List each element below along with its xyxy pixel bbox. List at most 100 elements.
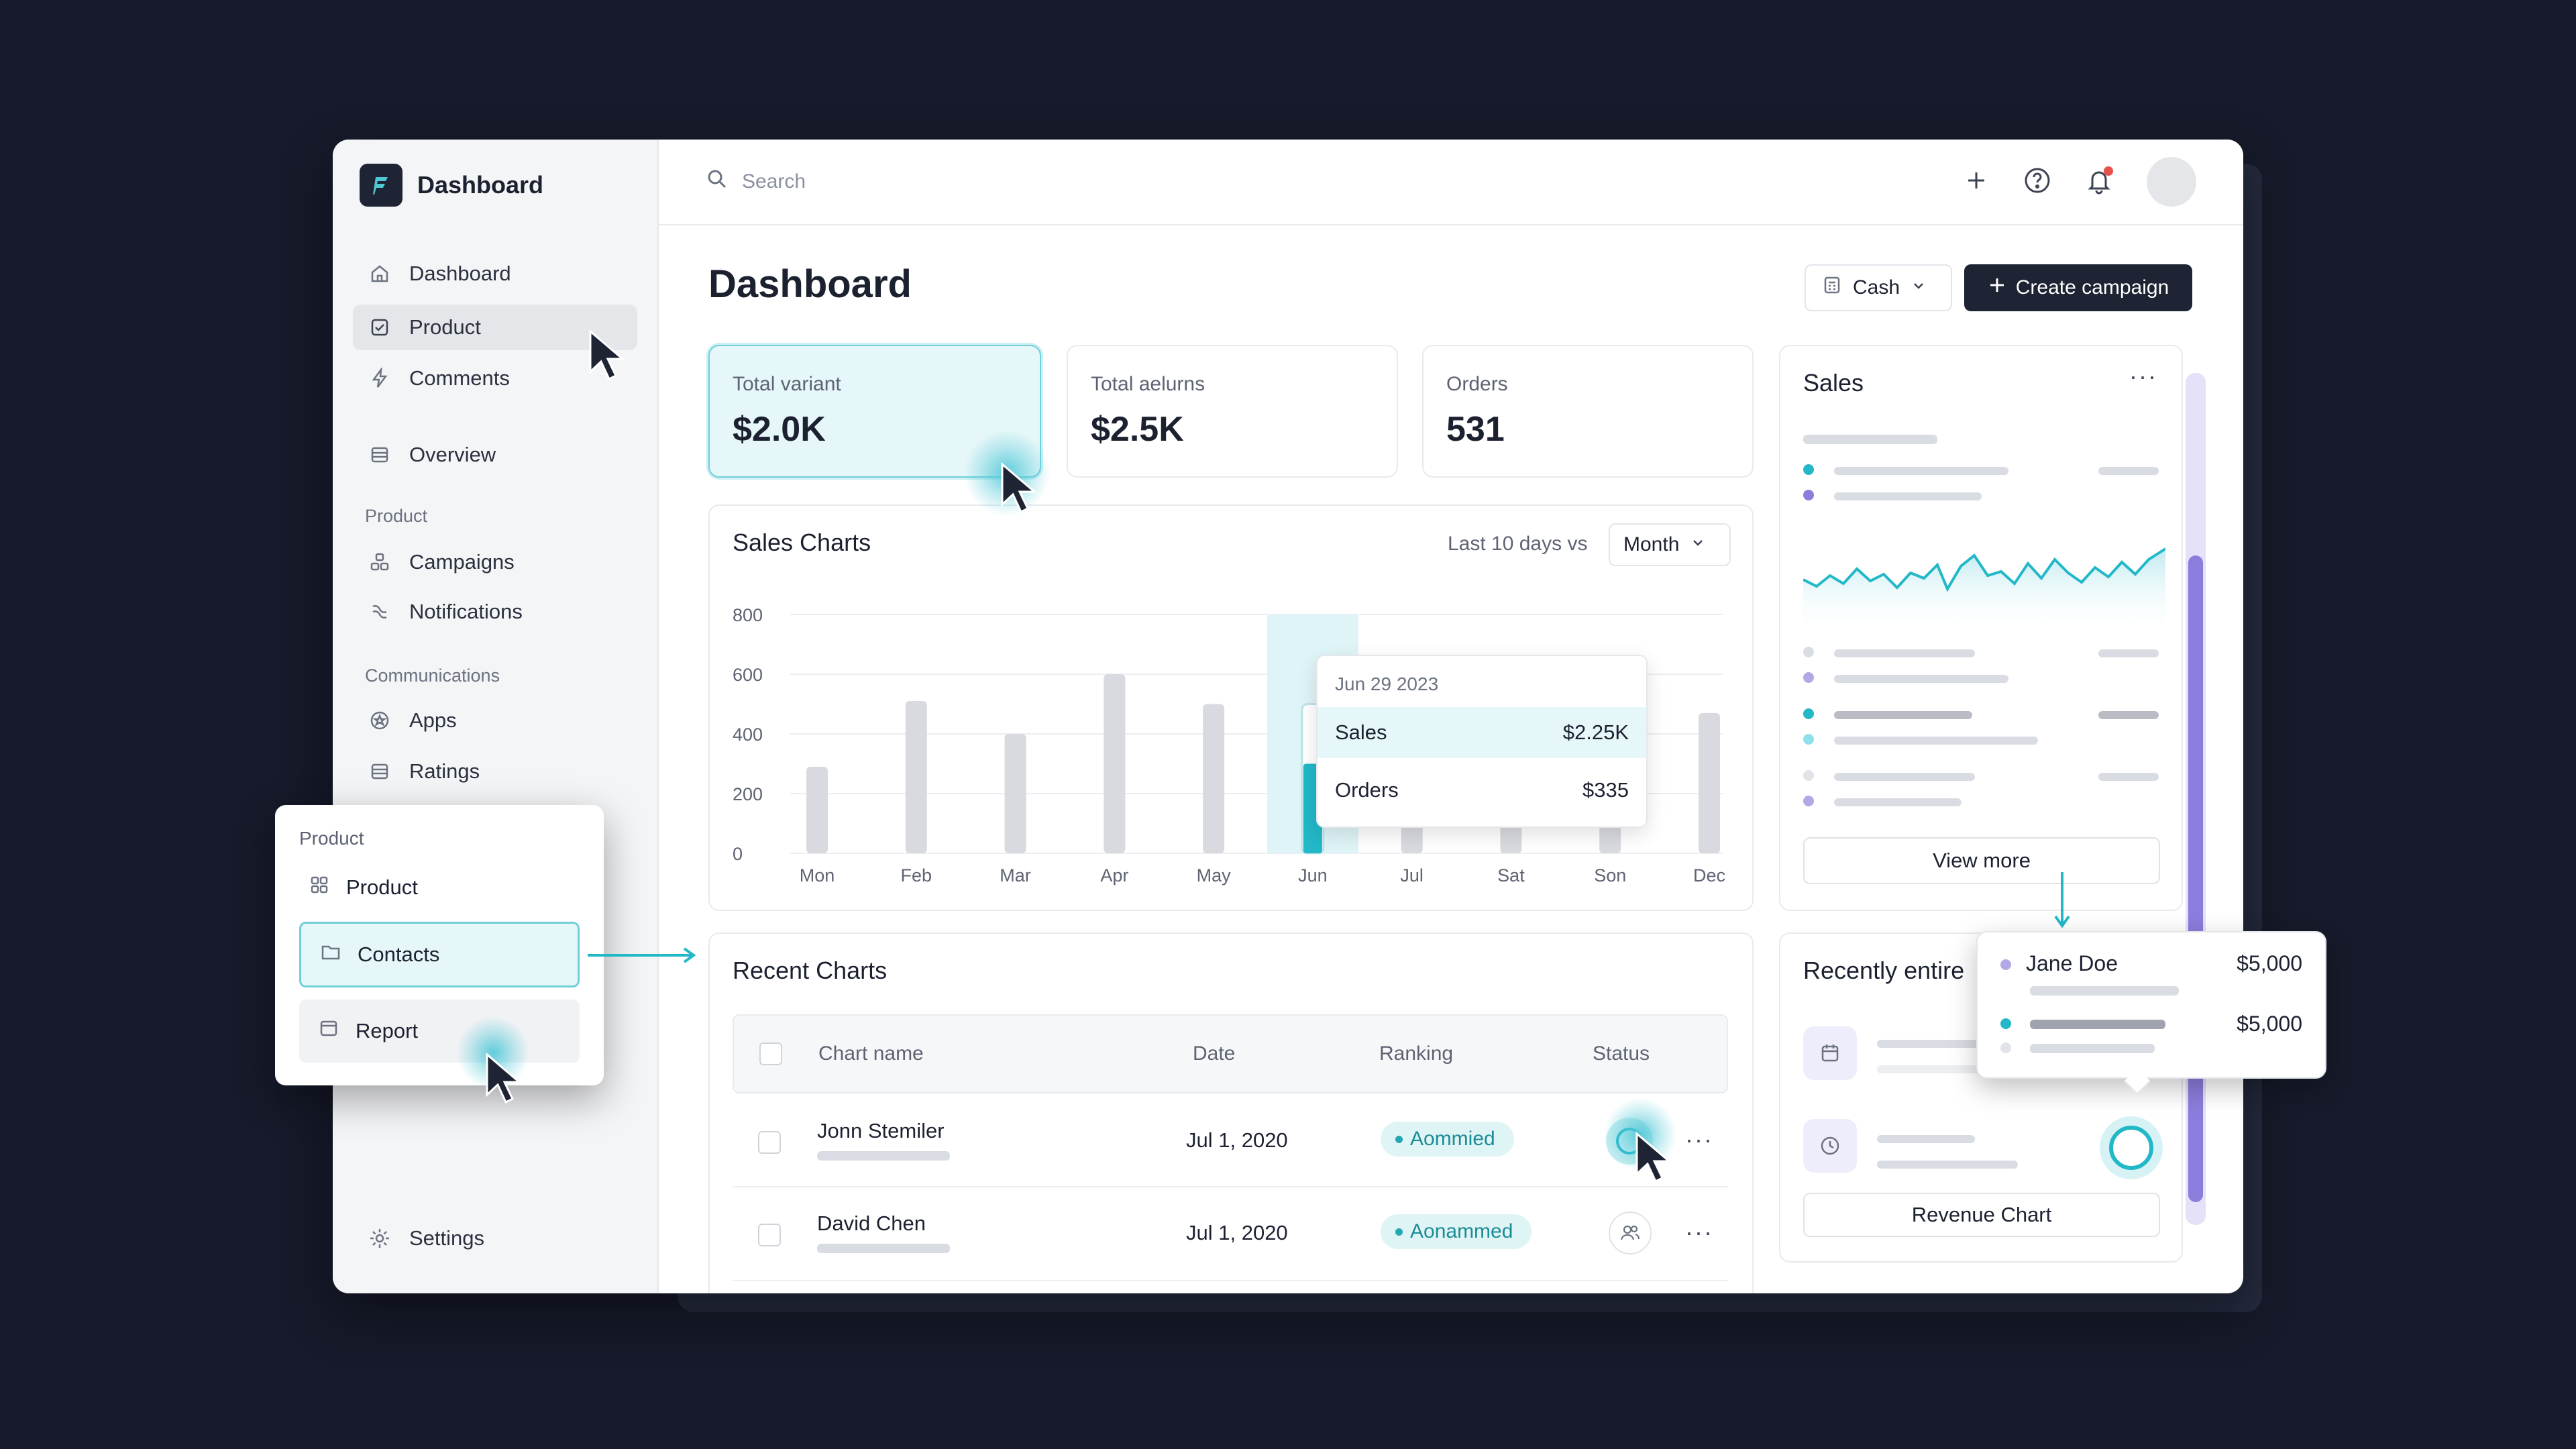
top-bar: Search [659, 140, 2243, 225]
users-icon[interactable] [1609, 1212, 1652, 1254]
tooltip-label: Orders [1335, 778, 1399, 802]
sidebar-item-overview[interactable]: Overview [353, 432, 637, 478]
home-icon [368, 262, 392, 286]
tooltip-label: Sales [1335, 720, 1387, 744]
stat-card-total-variant[interactable]: Total variant $2.0K [708, 345, 1041, 478]
top-icons [1963, 157, 2196, 207]
sidebar-item-comments[interactable]: Comments [353, 356, 637, 401]
chevron-down-icon [1911, 276, 1927, 299]
plus-icon[interactable] [1963, 167, 1990, 197]
sales-sparkline [1803, 547, 2165, 636]
row-checkbox[interactable] [758, 1224, 781, 1246]
radio-ring-icon[interactable] [2100, 1116, 2163, 1179]
row-checkbox[interactable] [758, 1131, 781, 1154]
floating-menu-section: Product [299, 828, 364, 849]
sidebar-item-dashboard[interactable]: Dashboard [353, 251, 637, 297]
menu-item-label: Report [356, 1019, 419, 1042]
floating-menu: Product Product Contacts Report [275, 805, 604, 1085]
stat-label: Total aelurns [1091, 373, 1205, 395]
sales-chart-card: Sales Charts Last 10 days vs Month 0 200 4… [708, 504, 1754, 911]
sidebar-item-label: Notifications [409, 600, 523, 623]
sidebar-item-apps[interactable]: Apps [353, 698, 637, 743]
row-name: Jonn Stemiler [817, 1119, 945, 1142]
stat-label: Total variant [733, 373, 841, 395]
select-all-checkbox[interactable] [759, 1042, 782, 1065]
column-header[interactable]: Chart name [818, 1042, 924, 1065]
cursor-icon [1001, 462, 1038, 514]
calculator-icon [1822, 275, 1842, 301]
help-icon[interactable] [2023, 166, 2051, 198]
sidebar-item-settings[interactable]: Settings [353, 1216, 637, 1261]
sidebar-item-label: Settings [409, 1226, 485, 1250]
popover-name: Jane Doe [2026, 951, 2118, 975]
x-tick-label: Sat [1497, 865, 1525, 885]
cash-select[interactable]: Cash [1805, 264, 1952, 311]
avatar[interactable] [2147, 157, 2196, 207]
range-label: Last 10 days vs [1448, 533, 1588, 555]
cursor-icon [486, 1052, 523, 1104]
row-more-icon[interactable]: ··· [1685, 1126, 1713, 1153]
column-header[interactable]: Ranking [1379, 1042, 1454, 1065]
brand[interactable]: Dashboard [360, 164, 543, 207]
period-select[interactable]: Month [1609, 523, 1731, 566]
x-tick-label: May [1197, 865, 1232, 885]
menu-item-label: Contacts [358, 943, 440, 966]
stat-card-orders[interactable]: Orders 531 [1422, 345, 1754, 478]
y-tick-label: 0 [733, 844, 743, 864]
sales-panel-title: Sales [1803, 369, 1864, 396]
calendar-icon [1803, 1026, 1857, 1080]
row-date: Jul 1, 2020 [1186, 1128, 1288, 1152]
sidebar-item-label: Product [409, 315, 481, 339]
column-header[interactable]: Date [1193, 1042, 1236, 1065]
connector-arrow-down [2054, 872, 2070, 928]
cursor-icon [589, 329, 626, 381]
table-header: Chart name Date Ranking Status [733, 1014, 1728, 1093]
x-tick-label: Mar [1000, 865, 1031, 885]
menu-item-report[interactable]: Report [299, 1000, 580, 1063]
recent-charts-card: Recent Charts Chart name Date Ranking St… [708, 932, 1754, 1293]
gear-icon [368, 1226, 392, 1250]
connector-arrow-right [588, 947, 696, 963]
row-more-icon[interactable]: ··· [1685, 1218, 1713, 1246]
boxes-icon [368, 550, 392, 574]
column-header[interactable]: Status [1593, 1042, 1650, 1065]
scroll-thumb[interactable] [2188, 555, 2203, 1202]
sidebar-item-notifications[interactable]: Notifications [353, 589, 637, 635]
sidebar-item-campaigns[interactable]: Campaigns [353, 539, 637, 585]
link-icon [368, 600, 392, 624]
tooltip-value: $335 [1582, 778, 1629, 802]
sales-chart-title: Sales Charts [733, 529, 871, 556]
menu-item-product[interactable]: Product [299, 865, 581, 910]
tooltip-value: $2.25K [1562, 720, 1629, 744]
search-input[interactable]: Search [706, 168, 806, 196]
sidebar-item-ratings[interactable]: Ratings [353, 749, 637, 794]
revenue-chart-button[interactable]: Revenue Chart [1803, 1193, 2160, 1237]
bolt-icon [368, 366, 392, 390]
popover-amount: $5,000 [2237, 1012, 2302, 1036]
x-tick-label: Dec [1693, 865, 1725, 885]
view-more-button[interactable]: View more [1803, 837, 2160, 884]
sidebar-item-label: Overview [409, 443, 496, 466]
table-row[interactable]: Jonn Stemiler Jul 1, 2020 Aommied ··· [733, 1095, 1728, 1187]
sidebar-item-label: Ratings [409, 759, 480, 783]
ranking-badge: Aommied [1381, 1122, 1514, 1157]
checkbox-icon [368, 315, 392, 339]
more-icon[interactable]: ··· [2129, 362, 2157, 390]
sidebar-item-label: Apps [409, 708, 457, 732]
bar [1699, 712, 1720, 853]
x-tick-label: Son [1594, 865, 1626, 885]
stat-value: 531 [1446, 410, 1505, 449]
table-icon [368, 443, 392, 467]
clock-icon [1803, 1119, 1857, 1173]
table-row[interactable]: David Chen Jul 1, 2020 Aonammed ··· [733, 1189, 1728, 1281]
create-campaign-button[interactable]: Create campaign [1964, 264, 2192, 311]
y-tick-label: 200 [733, 784, 763, 804]
recent-charts-title: Recent Charts [733, 957, 888, 984]
bell-icon[interactable] [2085, 166, 2113, 198]
menu-item-contacts[interactable]: Contacts [299, 922, 580, 987]
sidebar-item-label: Dashboard [409, 262, 511, 285]
app-window: Dashboard Dashboard Product Comments Ove… [333, 140, 2243, 1293]
stat-card-total-aelurns[interactable]: Total aelurns $2.5K [1067, 345, 1398, 478]
menu-item-label: Product [346, 875, 418, 899]
x-tick-label: Apr [1100, 865, 1128, 885]
